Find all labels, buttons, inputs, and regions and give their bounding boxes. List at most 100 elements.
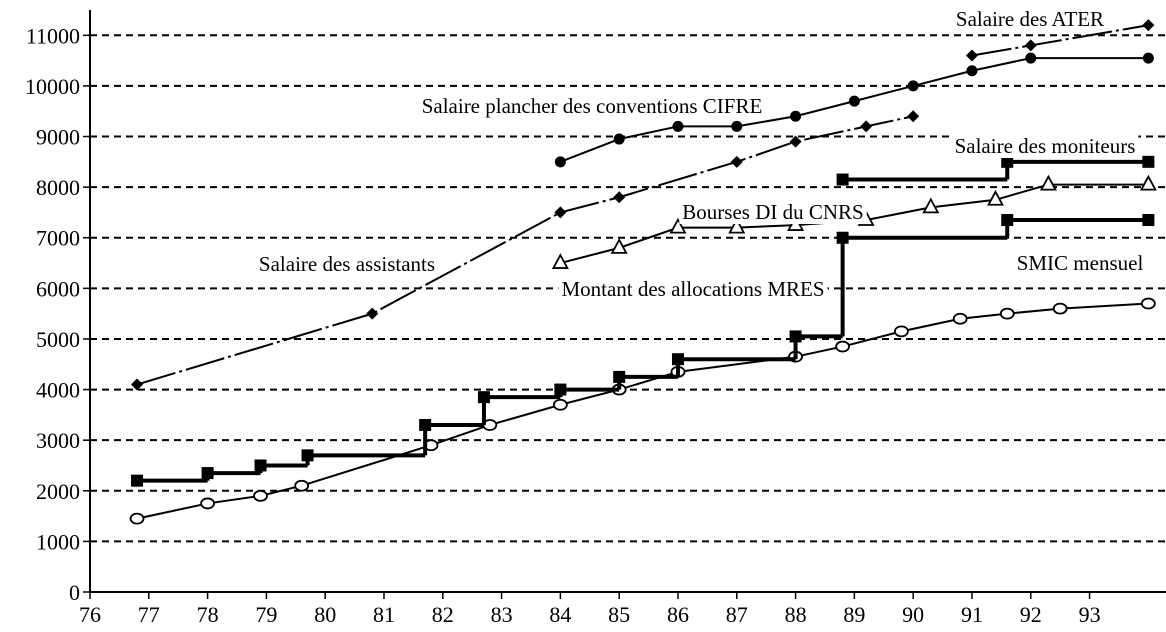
circle-marker (952, 312, 968, 325)
triangle-marker (551, 253, 569, 269)
label-bg (255, 252, 439, 276)
circle-marker (999, 307, 1015, 320)
y-tick-label: 6000 (36, 276, 80, 301)
triangle-marker (922, 197, 940, 214)
triangle-marker (610, 237, 628, 254)
label-bg (679, 200, 867, 224)
circle-marker (200, 497, 215, 510)
circle-marker (1140, 297, 1156, 310)
square-marker (1142, 155, 1155, 168)
diamond-marker (131, 378, 144, 391)
circle-marker (894, 325, 909, 338)
circle-marker (129, 512, 145, 525)
x-tick-label: 82 (432, 602, 454, 627)
circle-marker (552, 398, 568, 411)
y-tick-label: 3000 (36, 428, 80, 453)
circle-marker (835, 340, 851, 353)
square-marker (836, 173, 849, 186)
square-marker (254, 459, 267, 472)
triangle-marker (986, 189, 1004, 206)
series-line (560, 57, 1149, 163)
dot-marker (1025, 52, 1037, 64)
square-marker (301, 449, 314, 462)
series-label: Salaire des moniteurs (955, 134, 1136, 158)
label-bg (1013, 251, 1147, 275)
square-marker (554, 383, 567, 396)
x-tick-label: 87 (726, 602, 748, 627)
series-label: Salaire plancher des conventions CIFRE (422, 94, 763, 118)
y-tick-label: 5000 (36, 327, 80, 352)
x-tick-label: 81 (373, 602, 395, 627)
x-tick-label: 77 (138, 602, 160, 627)
square-marker (789, 330, 802, 343)
series-label: Salaire des ATER (956, 7, 1104, 31)
diamond-marker (965, 49, 978, 62)
square-marker (836, 231, 849, 244)
x-tick-label: 79 (255, 602, 277, 627)
dot-marker (907, 80, 919, 92)
y-tick-label: 7000 (36, 226, 80, 251)
label-bg (558, 277, 828, 301)
square-marker (477, 391, 490, 404)
square-marker (201, 467, 214, 480)
y-tick-label: 2000 (36, 479, 80, 504)
y-tick-label: 11000 (26, 23, 80, 48)
dot-marker (554, 156, 566, 168)
diamond-marker (1024, 39, 1037, 52)
dot-marker (848, 95, 860, 107)
x-tick-label: 86 (667, 602, 689, 627)
dot-marker (1142, 52, 1154, 64)
square-marker (671, 353, 684, 366)
circle-marker (1052, 302, 1068, 315)
diamond-marker (730, 155, 743, 168)
triangle-marker (1139, 174, 1157, 191)
triangle-marker (1039, 174, 1057, 191)
dot-marker (731, 120, 743, 132)
dot-marker (613, 133, 625, 145)
diamond-marker (789, 135, 802, 148)
series-label: SMIC mensuel (1017, 251, 1144, 275)
x-tick-label: 89 (843, 602, 865, 627)
dot-marker (790, 110, 802, 122)
y-tick-label: 9000 (36, 125, 80, 150)
dot-marker (672, 120, 684, 132)
diamond-marker (613, 191, 626, 204)
x-tick-label: 92 (1020, 602, 1042, 627)
square-marker (1001, 214, 1014, 227)
label-bg (952, 7, 1108, 31)
square-marker (613, 370, 626, 383)
diamond-marker (907, 110, 920, 123)
y-tick-label: 10000 (25, 74, 80, 99)
label-bg (418, 94, 766, 118)
series-line (136, 115, 914, 386)
square-marker (419, 418, 432, 431)
x-tick-label: 76 (79, 602, 101, 627)
x-tick-label: 84 (549, 602, 571, 627)
triangle-marker (669, 217, 687, 234)
y-tick-label: 4000 (36, 378, 80, 403)
circle-marker (294, 479, 310, 492)
x-tick-label: 78 (197, 602, 219, 627)
label-bg (951, 134, 1139, 158)
series-label: Bourses DI du CNRS (682, 200, 863, 224)
series-label: Salaire des assistants (259, 252, 435, 276)
x-tick-label: 90 (902, 602, 924, 627)
diamond-marker (1142, 19, 1155, 32)
y-tick-label: 8000 (36, 175, 80, 200)
x-tick-label: 83 (491, 602, 513, 627)
x-tick-label: 80 (314, 602, 336, 627)
triangle-marker (728, 217, 746, 234)
series-line (136, 302, 1149, 520)
x-tick-label: 88 (785, 602, 807, 627)
series-label: Montant des allocations MRES (561, 277, 824, 301)
square-marker (1142, 214, 1155, 227)
square-marker (1001, 155, 1014, 168)
y-tick-label: 1000 (36, 529, 80, 554)
circle-marker (253, 489, 268, 502)
dot-marker (966, 65, 978, 77)
diamond-marker (366, 307, 379, 320)
square-marker (131, 474, 144, 487)
x-tick-label: 85 (608, 602, 630, 627)
